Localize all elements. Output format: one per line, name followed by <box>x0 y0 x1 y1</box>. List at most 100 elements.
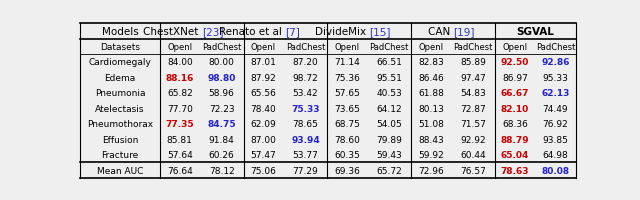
Text: 97.47: 97.47 <box>460 73 486 82</box>
Text: 66.67: 66.67 <box>500 89 529 98</box>
Text: 54.05: 54.05 <box>376 120 402 129</box>
Text: SGVAL: SGVAL <box>516 27 554 37</box>
Text: 75.33: 75.33 <box>291 104 319 113</box>
Text: 86.97: 86.97 <box>502 73 528 82</box>
Text: [19]: [19] <box>453 27 475 37</box>
Text: 85.81: 85.81 <box>167 135 193 144</box>
Text: 60.26: 60.26 <box>209 150 234 159</box>
Text: OpenI: OpenI <box>167 43 192 52</box>
Text: 80.13: 80.13 <box>418 104 444 113</box>
Text: 85.89: 85.89 <box>460 58 486 67</box>
Text: 82.83: 82.83 <box>418 58 444 67</box>
Text: 65.04: 65.04 <box>500 150 529 159</box>
Text: 71.57: 71.57 <box>460 120 486 129</box>
Text: 54.83: 54.83 <box>460 89 486 98</box>
Text: 87.20: 87.20 <box>292 58 318 67</box>
Text: 92.50: 92.50 <box>500 58 529 67</box>
Text: 62.09: 62.09 <box>251 120 276 129</box>
Text: Fracture: Fracture <box>101 150 139 159</box>
Text: 82.10: 82.10 <box>500 104 529 113</box>
Text: 62.13: 62.13 <box>541 89 570 98</box>
Text: 77.35: 77.35 <box>165 120 194 129</box>
Text: 72.96: 72.96 <box>418 166 444 175</box>
Text: 80.08: 80.08 <box>541 166 570 175</box>
Text: [15]: [15] <box>369 27 391 37</box>
Text: 91.84: 91.84 <box>209 135 234 144</box>
Text: ChestXNet: ChestXNet <box>143 27 202 37</box>
Text: 57.65: 57.65 <box>334 89 360 98</box>
Text: 78.12: 78.12 <box>209 166 234 175</box>
Text: 78.40: 78.40 <box>251 104 276 113</box>
Text: 78.65: 78.65 <box>292 120 318 129</box>
Text: 87.00: 87.00 <box>251 135 276 144</box>
Text: 77.70: 77.70 <box>167 104 193 113</box>
Text: 88.79: 88.79 <box>500 135 529 144</box>
Text: 74.49: 74.49 <box>543 104 568 113</box>
Text: 87.92: 87.92 <box>251 73 276 82</box>
Text: 68.75: 68.75 <box>334 120 360 129</box>
Text: 86.46: 86.46 <box>418 73 444 82</box>
Text: Edema: Edema <box>104 73 136 82</box>
Text: 58.96: 58.96 <box>209 89 235 98</box>
Text: 64.12: 64.12 <box>376 104 402 113</box>
Text: 92.92: 92.92 <box>460 135 486 144</box>
Text: 60.35: 60.35 <box>334 150 360 159</box>
Text: 76.92: 76.92 <box>543 120 568 129</box>
Text: 64.98: 64.98 <box>543 150 568 159</box>
Text: 53.77: 53.77 <box>292 150 318 159</box>
Text: 75.06: 75.06 <box>251 166 276 175</box>
Text: Cardiomegaly: Cardiomegaly <box>88 58 152 67</box>
Text: 57.47: 57.47 <box>251 150 276 159</box>
Text: 76.64: 76.64 <box>167 166 193 175</box>
Text: 95.33: 95.33 <box>542 73 568 82</box>
Text: 59.92: 59.92 <box>418 150 444 159</box>
Text: 65.56: 65.56 <box>251 89 276 98</box>
Text: 66.51: 66.51 <box>376 58 402 67</box>
Text: DivideMix: DivideMix <box>315 27 369 37</box>
Text: [23]: [23] <box>202 27 223 37</box>
Text: Renato et al: Renato et al <box>220 27 285 37</box>
Text: Effusion: Effusion <box>102 135 138 144</box>
Text: 65.82: 65.82 <box>167 89 193 98</box>
Text: [7]: [7] <box>285 27 300 37</box>
Text: Atelectasis: Atelectasis <box>95 104 145 113</box>
Text: PadChest: PadChest <box>453 43 493 52</box>
Text: 69.36: 69.36 <box>334 166 360 175</box>
Text: CAN: CAN <box>428 27 453 37</box>
Text: 59.43: 59.43 <box>376 150 402 159</box>
Text: 92.86: 92.86 <box>541 58 570 67</box>
Text: 98.72: 98.72 <box>292 73 318 82</box>
Text: 93.94: 93.94 <box>291 135 320 144</box>
Text: 60.44: 60.44 <box>460 150 486 159</box>
Text: 53.42: 53.42 <box>292 89 318 98</box>
Text: PadChest: PadChest <box>536 43 575 52</box>
Text: OpenI: OpenI <box>502 43 527 52</box>
Text: 75.36: 75.36 <box>334 73 360 82</box>
Text: 78.63: 78.63 <box>500 166 529 175</box>
Text: 51.08: 51.08 <box>418 120 444 129</box>
Text: PadChest: PadChest <box>285 43 325 52</box>
Text: Pneumonia: Pneumonia <box>95 89 145 98</box>
Text: 76.57: 76.57 <box>460 166 486 175</box>
Text: 88.43: 88.43 <box>418 135 444 144</box>
Text: PadChest: PadChest <box>202 43 241 52</box>
Text: Pneumothorax: Pneumothorax <box>87 120 153 129</box>
Text: OpenI: OpenI <box>335 43 360 52</box>
Text: OpenI: OpenI <box>419 43 444 52</box>
Text: 68.36: 68.36 <box>502 120 528 129</box>
Text: 72.87: 72.87 <box>460 104 486 113</box>
Text: 98.80: 98.80 <box>207 73 236 82</box>
Text: Mean AUC: Mean AUC <box>97 166 143 175</box>
Text: 80.00: 80.00 <box>209 58 235 67</box>
Text: OpenI: OpenI <box>251 43 276 52</box>
Text: 65.72: 65.72 <box>376 166 402 175</box>
Text: 84.75: 84.75 <box>207 120 236 129</box>
Text: 61.88: 61.88 <box>418 89 444 98</box>
Text: Models: Models <box>102 27 138 37</box>
Text: 71.14: 71.14 <box>335 58 360 67</box>
Text: 57.64: 57.64 <box>167 150 193 159</box>
Text: 40.53: 40.53 <box>376 89 402 98</box>
Text: 95.51: 95.51 <box>376 73 402 82</box>
Text: 84.00: 84.00 <box>167 58 193 67</box>
Text: 88.16: 88.16 <box>166 73 194 82</box>
